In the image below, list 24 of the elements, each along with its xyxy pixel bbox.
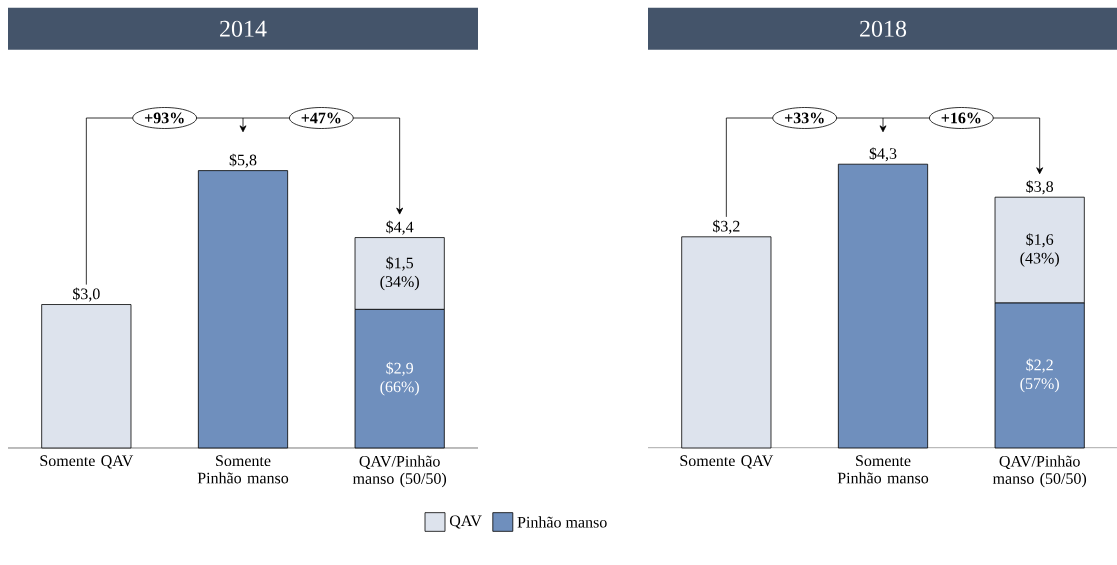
x-tick-label: Somente QAV xyxy=(680,455,774,469)
annotation: +93% xyxy=(144,112,184,124)
x-tick-label: Somente Pinhão manso xyxy=(837,455,929,484)
legend-label: Pinhão manso xyxy=(517,516,607,528)
total-label: $5,8 xyxy=(229,153,257,168)
annotation: +47% xyxy=(301,112,341,124)
annotation: +16% xyxy=(941,112,981,124)
total-label: $3,8 xyxy=(1026,180,1054,195)
data-label: $1,5 (34%) xyxy=(380,256,419,291)
total-label: $3,2 xyxy=(713,219,740,234)
annotation: +33% xyxy=(784,112,824,124)
chart-title: 2014 xyxy=(220,20,267,37)
chart-title: 2018 xyxy=(860,20,907,37)
total-label: $3,0 xyxy=(73,287,100,302)
x-tick-label: Somente Pinhão manso xyxy=(197,455,289,484)
total-label: $4,3 xyxy=(869,147,897,162)
x-tick-label: QAV/Pinhão manso (50/50) xyxy=(992,455,1087,488)
total-label: $4,4 xyxy=(386,220,414,235)
legend-label: QAV xyxy=(449,515,482,529)
data-label: $2,2 (57%) xyxy=(1020,358,1059,393)
data-label: $2,9 (66%) xyxy=(380,361,419,396)
x-tick-label: Somente QAV xyxy=(40,455,134,469)
x-tick-label: QAV/Pinhão manso (50/50) xyxy=(352,455,447,488)
data-label: $1,6 (43%) xyxy=(1020,233,1059,267)
